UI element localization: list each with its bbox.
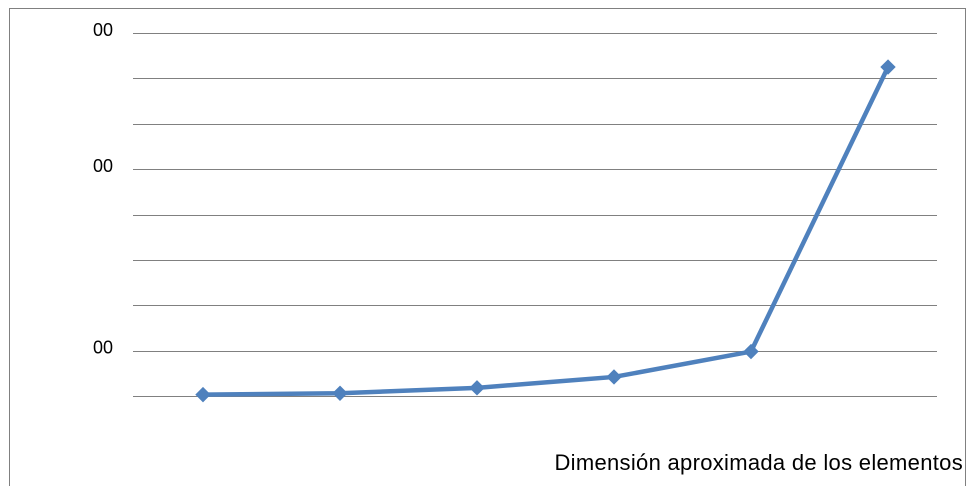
series-layer (195, 59, 896, 403)
data-point-marker (469, 380, 485, 396)
gridlines (133, 33, 937, 397)
chart-frame (9, 8, 966, 486)
data-point-marker (332, 385, 348, 401)
chart-caption: Dimensión aproximada de los elementos (554, 450, 963, 475)
data-point-marker (195, 386, 211, 403)
data-point-marker (606, 369, 622, 385)
data-point-marker (880, 59, 896, 75)
series-line (200, 64, 891, 397)
y-tick-label: 00 (93, 338, 113, 358)
y-tick-label: 00 (93, 156, 113, 176)
y-tick-label: 00 (93, 20, 113, 40)
y-tick-labels: 00 00 00 (93, 20, 113, 358)
data-point-marker (743, 343, 759, 360)
